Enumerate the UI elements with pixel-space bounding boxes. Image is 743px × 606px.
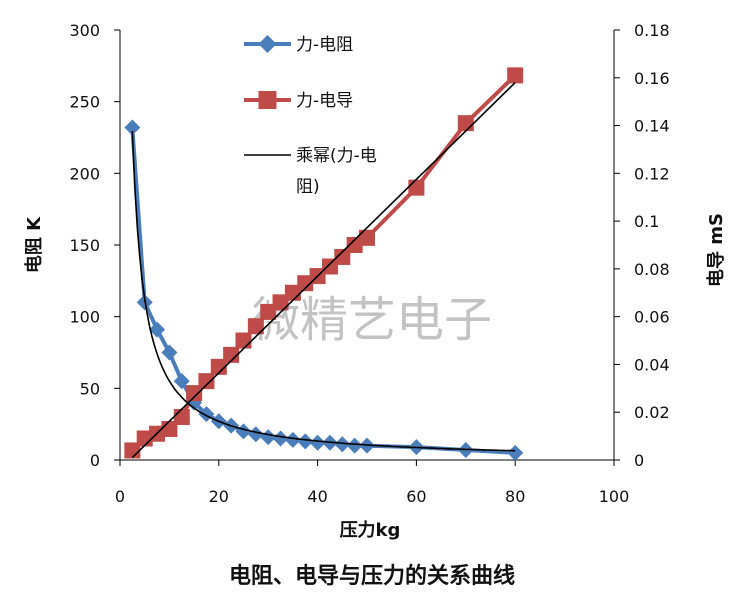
legend-entry-power-trend: 乘幂(力-电 阻) xyxy=(244,146,382,197)
legend-label-power-trend: 乘幂(力-电 阻) xyxy=(296,146,382,197)
x-axis-title: 压力kg xyxy=(340,520,401,541)
data-point-square xyxy=(198,373,215,390)
data-point-diamond xyxy=(173,373,190,390)
trendline-power xyxy=(131,130,516,452)
y-right-tick-label: 0.08 xyxy=(634,260,670,279)
data-point-square xyxy=(186,385,203,402)
legend-entry-resistance: 力-电阻 xyxy=(244,35,353,55)
y-right-tick-label: 0.16 xyxy=(634,69,670,88)
data-point-square xyxy=(334,248,351,265)
data-point-diamond xyxy=(235,423,252,440)
data-point-diamond xyxy=(346,437,363,454)
chart-title: 电阻、电导与压力的关系曲线 xyxy=(229,563,515,589)
data-point-square xyxy=(359,229,375,246)
data-point-square xyxy=(507,67,524,84)
y-axis-left-title: 电阻 K xyxy=(23,216,45,273)
x-tick-label: 0 xyxy=(115,487,125,506)
legend-label-resistance: 力-电阻 xyxy=(296,35,353,55)
y-right-tick-label: 0.18 xyxy=(634,21,670,40)
data-point-square xyxy=(260,303,277,320)
data-point-diamond xyxy=(334,436,351,453)
x-tick-label: 20 xyxy=(209,487,229,506)
data-point-diamond xyxy=(124,119,141,136)
data-point-diamond xyxy=(272,430,289,447)
y-right-tick-label: 0.06 xyxy=(634,308,670,327)
data-point-square xyxy=(223,346,240,363)
y-left-tick-label: 200 xyxy=(69,164,100,183)
y-axis-right-title: 电导 mS xyxy=(705,213,727,287)
legend-marker-square xyxy=(258,91,277,109)
x-tick-label: 80 xyxy=(505,487,525,506)
data-point-diamond xyxy=(297,433,314,450)
y-left-tick-label: 100 xyxy=(69,308,100,327)
legend: 力-电阻 力-电导 乘幂(力-电 阻) xyxy=(244,35,382,197)
data-point-diamond xyxy=(507,444,524,461)
y-right-tick-label: 0.04 xyxy=(634,355,670,374)
data-point-square xyxy=(272,294,289,311)
y-left-tick-label: 250 xyxy=(69,93,100,112)
y-left-tick-label: 150 xyxy=(69,236,100,255)
legend-label-power-trend-line2: 阻) xyxy=(296,177,320,197)
y-right-tick-label: 0.12 xyxy=(634,164,670,183)
data-point-square xyxy=(408,179,425,196)
data-point-square xyxy=(210,358,227,375)
y-left-tick-label: 300 xyxy=(69,21,100,40)
legend-entry-conductance: 力-电导 xyxy=(244,91,353,111)
data-point-diamond xyxy=(161,344,178,361)
data-point-diamond xyxy=(247,426,264,443)
y-right-tick-label: 0.1 xyxy=(634,212,659,231)
x-tick-label: 100 xyxy=(599,487,630,506)
data-point-square xyxy=(297,275,314,292)
y-left-tick-label: 50 xyxy=(80,379,100,398)
data-point-square xyxy=(235,332,252,349)
data-point-square xyxy=(457,115,474,132)
x-tick-label: 40 xyxy=(307,487,327,506)
y-right-tick-label: 0.02 xyxy=(634,403,670,422)
data-point-square xyxy=(173,409,190,425)
data-point-square xyxy=(346,237,363,253)
x-tick-label: 60 xyxy=(406,487,426,506)
tick-labels: 05010015020025030000.020.040.060.080.10.… xyxy=(69,21,669,506)
y-right-tick-label: 0.14 xyxy=(634,117,670,136)
legend-label-conductance: 力-电导 xyxy=(296,91,353,111)
legend-marker-diamond xyxy=(258,35,277,53)
y-right-tick-label: 0 xyxy=(634,451,644,470)
data-point-square xyxy=(321,258,338,275)
trendline-linear xyxy=(131,82,516,459)
trendlines xyxy=(131,82,516,459)
data-point-diamond xyxy=(284,431,301,448)
data-point-square xyxy=(247,318,264,335)
data-point-diamond xyxy=(149,321,166,338)
data-point-diamond xyxy=(309,434,326,451)
series-markers xyxy=(124,67,524,461)
y-left-tick-label: 0 xyxy=(90,451,100,470)
data-point-diamond xyxy=(260,429,277,446)
legend-label-power-trend-line1: 乘幂(力-电 xyxy=(296,146,377,166)
